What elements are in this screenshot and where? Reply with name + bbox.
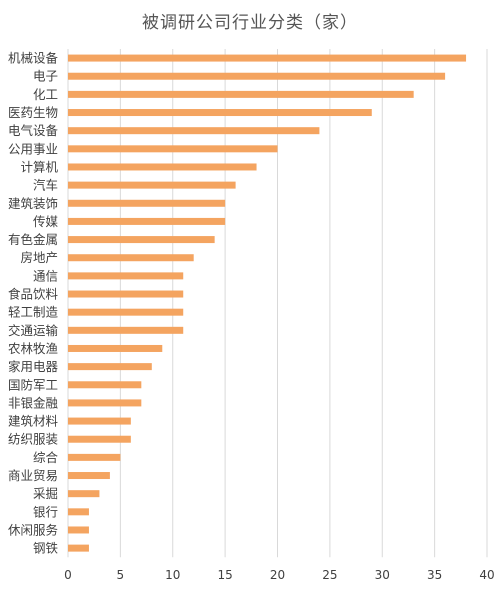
category-labels: 机械设备电子化工医药生物电气设备公用事业计算机汽车建筑装饰传媒有色金属房地产通信… <box>8 51 59 556</box>
bar <box>68 217 226 225</box>
bars <box>68 54 467 552</box>
category-label: 休闲服务 <box>8 522 58 537</box>
bar <box>68 326 184 334</box>
category-label: 综合 <box>33 450 59 465</box>
x-tick-label: 10 <box>165 568 180 582</box>
bar <box>68 181 236 189</box>
chart-title: 被调研公司行业分类（家） <box>142 13 358 33</box>
bar <box>68 145 278 153</box>
category-label: 农林牧渔 <box>8 341 58 356</box>
bar <box>68 109 372 117</box>
bar <box>68 399 142 407</box>
bar <box>68 236 215 244</box>
x-tick-label: 15 <box>217 568 232 582</box>
bar <box>68 254 194 262</box>
category-label: 机械设备 <box>8 51 59 66</box>
bar <box>68 453 121 461</box>
bar <box>68 199 226 207</box>
x-tick-label: 20 <box>270 568 285 582</box>
category-label: 交通运输 <box>8 323 59 338</box>
bar <box>68 435 131 443</box>
bar <box>68 163 257 171</box>
x-tick-label: 25 <box>322 568 337 582</box>
bar <box>68 490 100 498</box>
bar <box>68 72 446 80</box>
bar <box>68 308 184 316</box>
bar <box>68 90 414 98</box>
category-label: 电气设备 <box>8 123 59 138</box>
bar <box>68 417 131 425</box>
category-label: 通信 <box>33 268 58 283</box>
x-tick-label: 5 <box>117 568 125 582</box>
category-label: 轻工制造 <box>8 305 59 320</box>
category-label: 国防军工 <box>8 377 58 392</box>
x-tick-label: 35 <box>427 568 442 582</box>
bar <box>68 508 89 516</box>
category-label: 家用电器 <box>8 359 59 374</box>
x-tick-label: 30 <box>375 568 390 582</box>
category-label: 房地产 <box>20 250 58 265</box>
category-label: 公用事业 <box>8 141 58 156</box>
bar <box>68 344 163 352</box>
category-label: 医药生物 <box>8 105 58 120</box>
category-label: 建筑材料 <box>8 414 59 429</box>
category-label: 建筑装饰 <box>8 196 58 211</box>
category-label: 食品饮料 <box>8 287 59 302</box>
bar <box>68 381 142 389</box>
bar <box>68 544 89 552</box>
category-label: 纺织服装 <box>8 432 58 447</box>
gridlines <box>67 49 488 558</box>
category-label: 计算机 <box>20 159 58 174</box>
x-tick-label: 0 <box>64 568 72 582</box>
category-label: 采掘 <box>33 486 58 501</box>
bar <box>68 526 89 534</box>
category-label: 电子 <box>33 69 58 84</box>
bar <box>68 472 110 480</box>
x-tick-label: 40 <box>479 568 494 582</box>
category-label: 钢铁 <box>33 541 59 556</box>
x-tick-labels: 0 5 10 15 20 25 30 35 40 <box>64 568 494 582</box>
bar <box>68 363 152 371</box>
category-label: 传媒 <box>33 214 59 229</box>
category-label: 非银金融 <box>8 395 59 410</box>
bar <box>68 127 320 135</box>
bar <box>68 272 184 280</box>
bar <box>68 290 184 298</box>
category-label: 有色金属 <box>8 232 58 247</box>
category-label: 商业贸易 <box>8 468 58 483</box>
bar <box>68 54 467 62</box>
category-label: 化工 <box>33 87 58 102</box>
category-label: 银行 <box>33 504 58 519</box>
category-label: 汽车 <box>33 178 58 193</box>
